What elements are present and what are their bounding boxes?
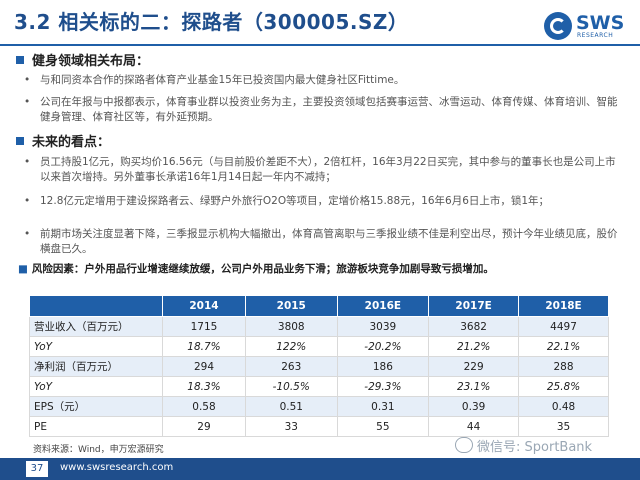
table-header-cell: 2016E [336, 295, 430, 317]
table-row: 净利润（百万元） 294 263 186 229 288 [29, 356, 609, 377]
table-header-cell: 2015 [244, 295, 338, 317]
table-cell: 21.2% [428, 336, 520, 357]
data-source: 资料来源：Wind，申万宏源研究 [33, 445, 164, 455]
table-cell: YoY [29, 376, 163, 397]
table-header-row: 2014 2015 2016E 2017E 2018E [29, 295, 609, 317]
list-item: • 员工持股1亿元，购买均价16.56元（与目前股价差距不大），2倍杠杆，16年… [24, 155, 620, 185]
bullet-text: 公司在年报与中报都表示，体育事业群以投资业务为主，主要投资领域包括赛事运营、冰雪… [40, 96, 618, 123]
risk-text: 风险因素：户外用品行业增速继续放缓，公司户外用品业务下滑；旅游板块竞争加剧导致亏… [31, 263, 494, 275]
table-cell: 23.1% [428, 376, 520, 397]
list-item: • 12.8亿元定增用于建设探路者云、绿野户外旅行O2O等项目，定增价格15.8… [24, 194, 620, 209]
table-cell: 33 [244, 416, 338, 437]
bullet-text: 与和同资本合作的探路者体育产业基金15年已投资国内最大健身社区Fittime。 [40, 74, 405, 86]
bullet-dot-icon: • [24, 228, 31, 240]
table-cell: 0.58 [162, 396, 246, 417]
footer-url[interactable]: www.swsresearch.com [60, 462, 174, 473]
table-cell: 18.7% [162, 336, 246, 357]
table-cell: 3039 [336, 316, 430, 337]
table-cell: 186 [336, 356, 430, 377]
table-cell: 18.3% [162, 376, 246, 397]
logo-sub: RESEARCH [577, 32, 614, 39]
table-cell: YoY [29, 336, 163, 357]
table-cell: 294 [162, 356, 246, 377]
table-cell: 122% [244, 336, 338, 357]
bullet-text: 前期市场关注度显著下降，三季报显示机构大幅撤出，体育高管离职与三季报业绩不佳是利… [40, 228, 618, 255]
table-cell: 0.31 [336, 396, 430, 417]
table-row: PE 29 33 55 44 35 [29, 416, 609, 437]
table-cell: 0.39 [428, 396, 520, 417]
sws-logo-icon [544, 12, 572, 40]
risk-square-icon: ■ [18, 263, 28, 275]
bullet-dot-icon: • [24, 156, 31, 168]
section-heading-text: 健身领域相关布局： [32, 54, 150, 69]
table-cell: 25.8% [518, 376, 609, 397]
page-number: 37 [26, 461, 48, 477]
table-cell: PE [29, 416, 163, 437]
list-item: • 前期市场关注度显著下降，三季报显示机构大幅撤出，体育高管离职与三季报业绩不佳… [24, 227, 620, 257]
header-divider [0, 44, 640, 46]
table-cell: 净利润（百万元） [29, 356, 163, 377]
table-cell: 55 [336, 416, 430, 437]
table-cell: 营业收入（百万元） [29, 316, 163, 337]
risk-factors: ■ 风险因素：户外用品行业增速继续放缓，公司户外用品业务下滑；旅游板块竞争加剧导致… [18, 261, 494, 276]
section-heading-text: 未来的看点： [32, 135, 111, 150]
wechat-icon [455, 437, 473, 453]
table-cell: EPS（元） [29, 396, 163, 417]
table-cell: 44 [428, 416, 520, 437]
table-cell: 29 [162, 416, 246, 437]
bullet-text: 12.8亿元定增用于建设探路者云、绿野户外旅行O2O等项目，定增价格15.88元… [40, 195, 550, 207]
table-cell: -29.3% [336, 376, 430, 397]
table-cell: 229 [428, 356, 520, 377]
list-item: • 与和同资本合作的探路者体育产业基金15年已投资国内最大健身社区Fittime… [24, 73, 620, 88]
table-cell: 35 [518, 416, 609, 437]
bullet-dot-icon: • [24, 74, 31, 86]
table-cell: 1715 [162, 316, 246, 337]
bullet-text: 员工持股1亿元，购买均价16.56元（与目前股价差距不大），2倍杠杆，16年3月… [40, 156, 616, 183]
sws-logo: SWS RESEARCH [544, 10, 632, 44]
financial-table: 2014 2015 2016E 2017E 2018E 营业收入（百万元） 17… [29, 295, 609, 437]
footer-bar: 37 www.swsresearch.com [0, 458, 640, 480]
table-row: 营业收入（百万元） 1715 3808 3039 3682 4497 [29, 316, 609, 337]
wechat-watermark: 微信号: SportBank [455, 436, 592, 455]
table-row: EPS（元） 0.58 0.51 0.31 0.39 0.48 [29, 396, 609, 417]
table-row: YoY 18.7% 122% -20.2% 21.2% 22.1% [29, 336, 609, 357]
table-header-cell: 2017E [428, 295, 520, 317]
table-cell: 288 [518, 356, 609, 377]
table-header-cell [29, 295, 163, 317]
page-title: 3.2 相关标的二：探路者（300005.SZ） [14, 10, 409, 34]
table-header-cell: 2018E [518, 295, 609, 317]
table-cell: -10.5% [244, 376, 338, 397]
table-header-cell: 2014 [162, 295, 246, 317]
table-row: YoY 18.3% -10.5% -29.3% 23.1% 25.8% [29, 376, 609, 397]
section-heading-outlook: 未来的看点： [16, 131, 110, 150]
table-cell: 3808 [244, 316, 338, 337]
list-item: • 公司在年报与中报都表示，体育事业群以投资业务为主，主要投资领域包括赛事运营、… [24, 95, 620, 125]
bullet-dot-icon: • [24, 96, 31, 108]
table-cell: 4497 [518, 316, 609, 337]
table-cell: -20.2% [336, 336, 430, 357]
watermark-text: 微信号: SportBank [477, 440, 593, 455]
table-cell: 3682 [428, 316, 520, 337]
square-bullet-icon [16, 56, 24, 64]
square-bullet-icon [16, 137, 24, 145]
table-cell: 22.1% [518, 336, 609, 357]
bullet-dot-icon: • [24, 195, 31, 207]
table-cell: 0.48 [518, 396, 609, 417]
section-heading-fitness: 健身领域相关布局： [16, 50, 149, 69]
table-cell: 0.51 [244, 396, 338, 417]
table-cell: 263 [244, 356, 338, 377]
logo-name: SWS [576, 12, 625, 34]
